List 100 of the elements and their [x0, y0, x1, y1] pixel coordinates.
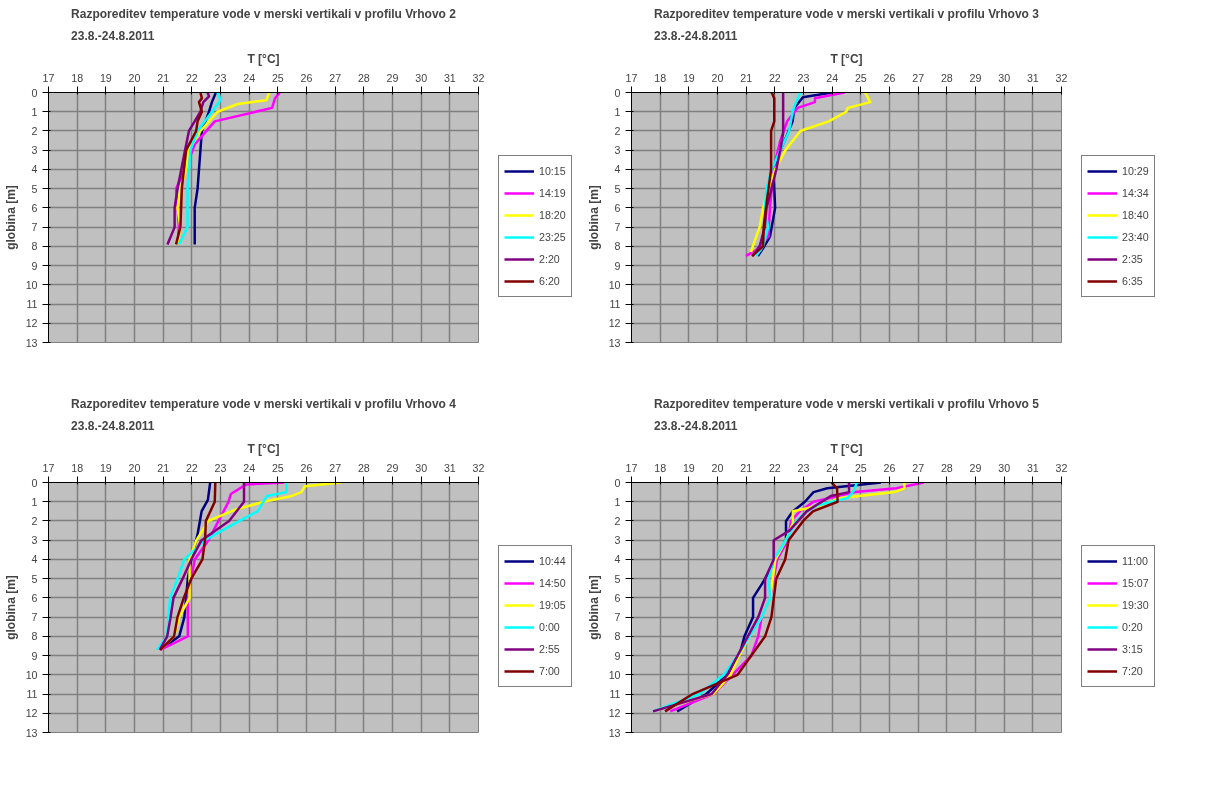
y-tick-label: 2: [614, 514, 621, 527]
y-tick-label: 1: [614, 105, 621, 118]
y-axis-title: globina [m]: [3, 185, 18, 250]
x-tick-label: 27: [329, 461, 342, 474]
x-tick-label: 21: [157, 71, 170, 84]
y-tick-label: 2: [31, 514, 38, 527]
x-tick-label: 32: [1055, 461, 1068, 474]
legend-label: 2:55: [539, 642, 560, 656]
x-tick-label: 17: [42, 461, 55, 474]
y-tick-label: 13: [608, 336, 621, 349]
y-tick-label: 0: [31, 476, 38, 489]
y-tick-label: 9: [31, 649, 38, 662]
chart-subtitle: 23.8.-24.8.2011: [654, 419, 738, 434]
y-tick-label: 8: [31, 240, 38, 253]
y-axis-title: globina [m]: [3, 575, 18, 640]
legend-label: 0:00: [539, 620, 560, 634]
y-tick-label: 4: [31, 163, 38, 176]
legend-label: 7:00: [539, 664, 560, 678]
y-tick-label: 7: [614, 221, 621, 234]
y-tick-label: 3: [614, 144, 621, 157]
x-tick-label: 24: [826, 71, 839, 84]
y-tick-label: 0: [31, 86, 38, 99]
x-tick-label: 20: [128, 461, 141, 474]
y-tick-label: 5: [31, 182, 38, 195]
x-tick-label: 30: [998, 461, 1011, 474]
x-tick-label: 18: [71, 71, 84, 84]
x-tick-label: 23: [214, 461, 227, 474]
y-tick-label: 3: [614, 534, 621, 547]
x-tick-label: 23: [797, 71, 810, 84]
legend-label: 0:20: [1122, 620, 1143, 634]
x-tick-label: 22: [185, 71, 198, 84]
legend-label: 3:15: [1122, 642, 1143, 656]
y-tick-label: 8: [614, 240, 621, 253]
x-axis-title: T [°C]: [247, 51, 280, 66]
y-tick-label: 8: [614, 630, 621, 643]
x-tick-label: 19: [99, 461, 112, 474]
x-tick-label: 32: [472, 71, 485, 84]
legend-label: 14:19: [539, 186, 566, 200]
x-tick-label: 18: [654, 461, 667, 474]
x-tick-label: 22: [185, 461, 198, 474]
x-tick-label: 27: [912, 71, 925, 84]
y-tick-label: 10: [608, 668, 621, 681]
x-tick-label: 29: [969, 461, 982, 474]
y-tick-label: 6: [614, 591, 621, 604]
x-axis-title: T [°C]: [830, 51, 863, 66]
x-tick-label: 31: [1026, 71, 1039, 84]
x-tick-label: 26: [883, 71, 896, 84]
y-tick-label: 7: [31, 221, 38, 234]
x-tick-label: 32: [1055, 71, 1068, 84]
x-tick-label: 30: [415, 71, 428, 84]
x-tick-label: 27: [912, 461, 925, 474]
y-tick-label: 5: [614, 182, 621, 195]
y-tick-label: 5: [31, 572, 38, 585]
x-axis-title: T [°C]: [247, 441, 280, 456]
y-tick-label: 6: [31, 201, 38, 214]
x-tick-label: 23: [214, 71, 227, 84]
x-tick-label: 26: [300, 71, 313, 84]
legend-label: 14:34: [1122, 186, 1149, 200]
y-tick-label: 6: [614, 201, 621, 214]
y-tick-label: 3: [31, 144, 38, 157]
x-tick-label: 17: [625, 71, 638, 84]
x-tick-label: 29: [386, 71, 399, 84]
legend-label: 6:35: [1122, 274, 1143, 288]
x-tick-label: 23: [797, 461, 810, 474]
x-tick-label: 30: [415, 461, 428, 474]
x-tick-label: 31: [443, 71, 456, 84]
y-tick-label: 4: [614, 553, 621, 566]
x-tick-label: 25: [271, 71, 284, 84]
y-tick-label: 13: [25, 726, 38, 739]
legend-label: 10:44: [539, 554, 566, 568]
y-tick-label: 1: [31, 105, 38, 118]
y-tick-label: 11: [26, 298, 38, 311]
x-tick-label: 22: [768, 461, 781, 474]
x-tick-label: 22: [768, 71, 781, 84]
y-tick-label: 2: [614, 124, 621, 137]
x-axis-title: T [°C]: [830, 441, 863, 456]
y-tick-label: 5: [614, 572, 621, 585]
y-tick-label: 10: [25, 278, 38, 291]
legend-label: 6:20: [539, 274, 560, 288]
x-tick-label: 20: [128, 71, 141, 84]
chart-subtitle: 23.8.-24.8.2011: [71, 419, 155, 434]
y-tick-label: 13: [608, 726, 621, 739]
y-tick-label: 9: [614, 259, 621, 272]
legend-label: 2:35: [1122, 252, 1143, 266]
x-tick-label: 29: [969, 71, 982, 84]
x-tick-label: 25: [854, 461, 867, 474]
y-tick-label: 8: [31, 630, 38, 643]
x-tick-label: 20: [711, 71, 724, 84]
legend-label: 11:00: [1122, 554, 1148, 568]
x-tick-label: 28: [940, 71, 953, 84]
legend-label: 10:29: [1122, 164, 1149, 178]
x-tick-label: 30: [998, 71, 1011, 84]
x-tick-label: 21: [157, 461, 170, 474]
x-tick-label: 31: [1026, 461, 1039, 474]
y-tick-label: 12: [608, 317, 621, 330]
chart-subtitle: 23.8.-24.8.2011: [654, 29, 738, 44]
x-tick-label: 21: [740, 71, 753, 84]
y-tick-label: 12: [25, 707, 38, 720]
x-tick-label: 24: [243, 71, 256, 84]
x-tick-label: 26: [300, 461, 313, 474]
